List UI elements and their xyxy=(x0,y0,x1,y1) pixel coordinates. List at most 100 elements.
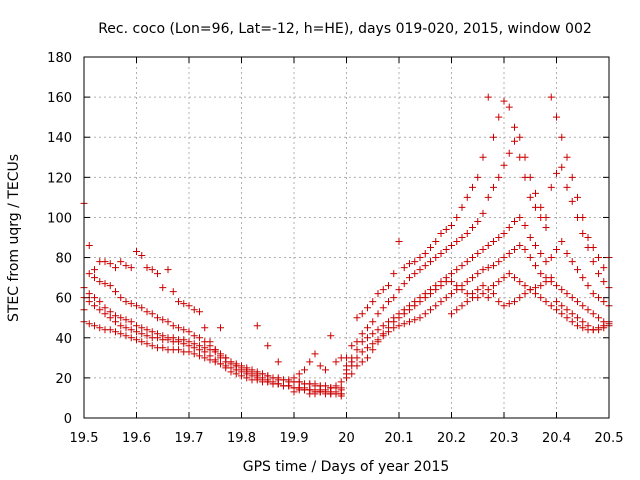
data-point xyxy=(542,298,550,306)
data-point xyxy=(490,238,497,246)
data-point xyxy=(448,242,455,250)
data-point xyxy=(211,358,219,366)
data-point xyxy=(553,282,560,290)
x-tick-label: 19.6 xyxy=(122,431,151,446)
data-point xyxy=(253,368,261,376)
data-point xyxy=(143,326,151,334)
data-point xyxy=(196,308,203,316)
data-point xyxy=(437,298,445,306)
x-tick-label: 20.4 xyxy=(542,431,571,446)
data-point xyxy=(584,306,592,314)
data-point xyxy=(259,376,266,384)
data-point xyxy=(500,274,508,282)
data-point xyxy=(306,358,314,366)
x-tick-label: 20.5 xyxy=(595,431,624,446)
data-point xyxy=(133,328,140,336)
data-point xyxy=(180,326,188,334)
data-point xyxy=(490,133,497,141)
data-point xyxy=(490,262,497,270)
data-point xyxy=(432,286,440,294)
data-point xyxy=(364,334,371,342)
data-point xyxy=(579,229,587,237)
data-point xyxy=(379,322,387,330)
data-point xyxy=(406,318,413,326)
data-point xyxy=(374,326,382,334)
data-point xyxy=(101,310,109,318)
data-point xyxy=(537,270,545,278)
data-point xyxy=(201,344,209,352)
data-point xyxy=(154,270,161,278)
data-point xyxy=(353,354,361,362)
data-point xyxy=(390,294,398,302)
data-point xyxy=(490,183,497,191)
data-point xyxy=(595,270,602,278)
data-point xyxy=(290,388,298,396)
data-point xyxy=(201,354,209,362)
data-point xyxy=(259,370,266,378)
data-point xyxy=(148,328,156,336)
data-point xyxy=(117,314,125,322)
gridlines xyxy=(84,57,609,418)
y-tick-label: 0 xyxy=(64,412,72,427)
data-point xyxy=(253,322,261,330)
data-point xyxy=(85,298,93,306)
data-point xyxy=(416,266,424,274)
data-point xyxy=(442,246,450,254)
data-point xyxy=(138,324,146,332)
data-point xyxy=(537,282,545,290)
data-point xyxy=(85,270,93,278)
data-point xyxy=(337,384,345,392)
data-point xyxy=(595,294,602,302)
data-point xyxy=(574,213,581,221)
x-tick-label: 19.9 xyxy=(280,431,309,446)
data-point xyxy=(448,278,455,286)
data-point xyxy=(574,266,581,274)
data-point xyxy=(532,242,539,250)
data-point xyxy=(600,324,608,332)
data-point xyxy=(568,197,576,205)
data-point xyxy=(458,234,466,241)
data-point xyxy=(547,274,555,282)
data-point xyxy=(164,318,172,326)
data-point xyxy=(427,258,434,266)
data-point xyxy=(474,294,482,302)
data-point xyxy=(106,260,114,268)
data-point xyxy=(500,97,508,105)
data-point xyxy=(385,282,392,290)
data-point xyxy=(500,229,508,237)
data-point xyxy=(264,378,272,386)
data-point xyxy=(364,324,371,332)
data-point xyxy=(217,352,224,360)
data-point xyxy=(364,344,371,352)
data-point xyxy=(316,362,324,370)
data-point xyxy=(505,223,513,231)
data-point xyxy=(395,238,403,246)
data-point xyxy=(395,286,403,294)
data-point xyxy=(563,306,571,314)
x-tick-label: 19.7 xyxy=(175,431,204,446)
data-point xyxy=(521,282,529,290)
x-tick-label: 20.1 xyxy=(385,431,414,446)
data-point xyxy=(568,318,576,326)
data-point xyxy=(243,364,251,372)
data-point xyxy=(411,258,419,266)
data-point xyxy=(474,270,482,278)
data-point xyxy=(112,328,119,336)
y-axis-label: STEC from uqrg / TECUs xyxy=(6,154,22,322)
data-point xyxy=(327,384,335,392)
data-point xyxy=(122,316,130,324)
data-point xyxy=(568,173,576,181)
y-tick-label: 140 xyxy=(47,131,72,146)
data-point xyxy=(563,250,571,258)
data-point xyxy=(505,149,513,157)
data-point xyxy=(322,386,329,394)
data-point xyxy=(511,274,518,282)
data-point xyxy=(348,370,356,378)
data-point xyxy=(385,324,392,332)
data-point xyxy=(311,390,319,398)
data-point xyxy=(469,254,476,262)
data-point xyxy=(448,290,455,298)
data-point xyxy=(369,340,377,348)
data-point xyxy=(479,282,487,290)
x-tick-label: 19.8 xyxy=(227,431,256,446)
